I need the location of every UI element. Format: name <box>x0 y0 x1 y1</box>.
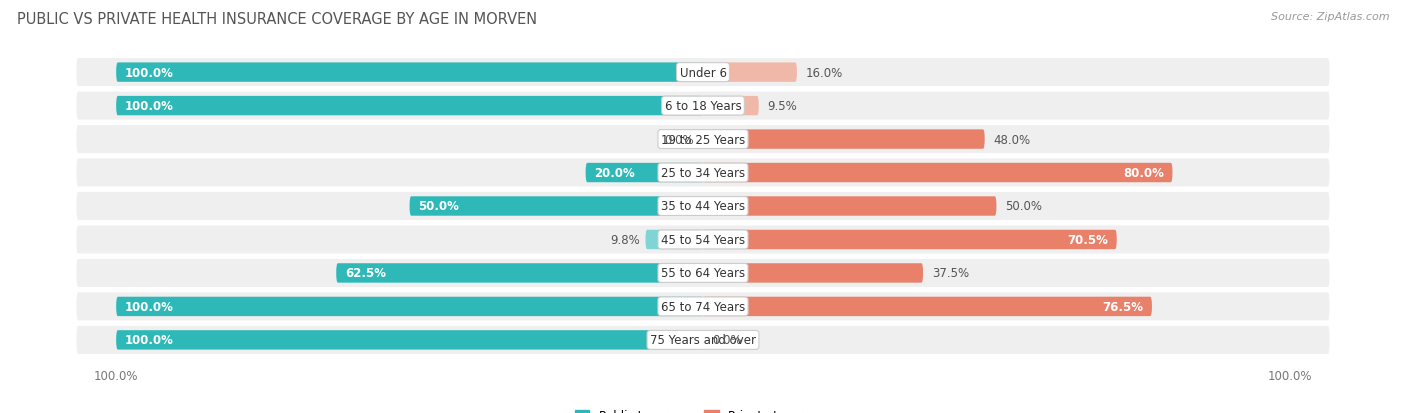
FancyBboxPatch shape <box>703 164 1173 183</box>
Text: 55 to 64 Years: 55 to 64 Years <box>661 267 745 280</box>
Text: 80.0%: 80.0% <box>1123 166 1164 180</box>
Text: 76.5%: 76.5% <box>1102 300 1143 313</box>
Text: 62.5%: 62.5% <box>344 267 387 280</box>
FancyBboxPatch shape <box>703 197 997 216</box>
Text: PUBLIC VS PRIVATE HEALTH INSURANCE COVERAGE BY AGE IN MORVEN: PUBLIC VS PRIVATE HEALTH INSURANCE COVER… <box>17 12 537 27</box>
FancyBboxPatch shape <box>75 325 1331 356</box>
Text: 25 to 34 Years: 25 to 34 Years <box>661 166 745 180</box>
FancyBboxPatch shape <box>75 91 1331 122</box>
Text: 100.0%: 100.0% <box>125 100 174 113</box>
FancyBboxPatch shape <box>703 63 797 83</box>
Text: 16.0%: 16.0% <box>806 66 844 79</box>
Text: 70.5%: 70.5% <box>1067 233 1108 247</box>
FancyBboxPatch shape <box>75 57 1331 88</box>
FancyBboxPatch shape <box>586 164 703 183</box>
FancyBboxPatch shape <box>703 97 759 116</box>
FancyBboxPatch shape <box>117 63 703 83</box>
FancyBboxPatch shape <box>645 230 703 249</box>
Text: 100.0%: 100.0% <box>125 300 174 313</box>
FancyBboxPatch shape <box>75 124 1331 155</box>
FancyBboxPatch shape <box>75 291 1331 322</box>
Text: 0.0%: 0.0% <box>711 334 741 347</box>
Text: 20.0%: 20.0% <box>595 166 636 180</box>
Text: 48.0%: 48.0% <box>994 133 1031 146</box>
Text: 19 to 25 Years: 19 to 25 Years <box>661 133 745 146</box>
Text: 100.0%: 100.0% <box>125 334 174 347</box>
Text: 35 to 44 Years: 35 to 44 Years <box>661 200 745 213</box>
FancyBboxPatch shape <box>117 330 703 350</box>
Text: Source: ZipAtlas.com: Source: ZipAtlas.com <box>1271 12 1389 22</box>
Text: 0.0%: 0.0% <box>665 133 695 146</box>
FancyBboxPatch shape <box>703 230 1116 249</box>
FancyBboxPatch shape <box>703 297 1152 316</box>
Text: 50.0%: 50.0% <box>419 200 460 213</box>
Text: 100.0%: 100.0% <box>125 66 174 79</box>
FancyBboxPatch shape <box>75 191 1331 222</box>
FancyBboxPatch shape <box>75 258 1331 289</box>
FancyBboxPatch shape <box>117 97 703 116</box>
Text: 75 Years and over: 75 Years and over <box>650 334 756 347</box>
FancyBboxPatch shape <box>409 197 703 216</box>
Text: Under 6: Under 6 <box>679 66 727 79</box>
FancyBboxPatch shape <box>75 158 1331 188</box>
Text: 6 to 18 Years: 6 to 18 Years <box>665 100 741 113</box>
Text: 45 to 54 Years: 45 to 54 Years <box>661 233 745 247</box>
Text: 9.5%: 9.5% <box>768 100 797 113</box>
Text: 9.8%: 9.8% <box>610 233 640 247</box>
Text: 50.0%: 50.0% <box>1005 200 1042 213</box>
FancyBboxPatch shape <box>75 225 1331 255</box>
FancyBboxPatch shape <box>117 297 703 316</box>
Text: 37.5%: 37.5% <box>932 267 969 280</box>
FancyBboxPatch shape <box>336 263 703 283</box>
Text: 65 to 74 Years: 65 to 74 Years <box>661 300 745 313</box>
FancyBboxPatch shape <box>703 130 984 150</box>
FancyBboxPatch shape <box>703 263 924 283</box>
Legend: Public Insurance, Private Insurance: Public Insurance, Private Insurance <box>571 404 835 413</box>
